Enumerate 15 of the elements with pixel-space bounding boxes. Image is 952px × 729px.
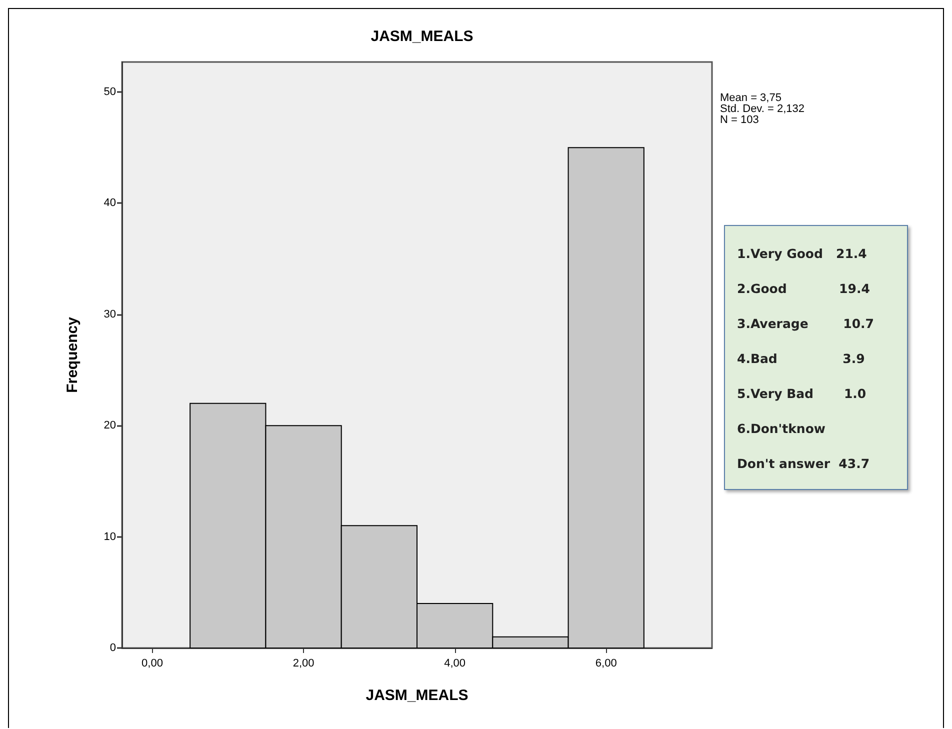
x-tick-label: 2,00 — [292, 658, 314, 670]
text: Mean = 3,75 Std. Dev. = 2,132 N = 103 — [720, 92, 804, 126]
y-tick-label: 20 — [104, 420, 116, 432]
chart-title: JASM_MEALS — [370, 28, 474, 45]
x-axis-title: JASM_MEALS — [366, 687, 468, 704]
y-tick-label: 0 — [110, 642, 116, 654]
y-tick-label: 30 — [104, 308, 116, 320]
x-tick-label: 6,00 — [595, 658, 617, 670]
x-tick-label: 0,00 — [142, 658, 163, 670]
y-tick-label: 50 — [104, 86, 116, 98]
y-tick-label: 40 — [104, 197, 116, 210]
y-axis-title: Frequency — [64, 316, 81, 393]
y-tick-label: 10 — [104, 530, 116, 543]
x-tick-label: 4,00 — [444, 658, 466, 670]
legend-box: 1.Very Good 21.4 2.Good 19.4 3.Average 10.7 4.Bad 3.9 5.Very Bad 1.0 6.Don'tknow Don't answer 43.7 — [724, 225, 908, 490]
